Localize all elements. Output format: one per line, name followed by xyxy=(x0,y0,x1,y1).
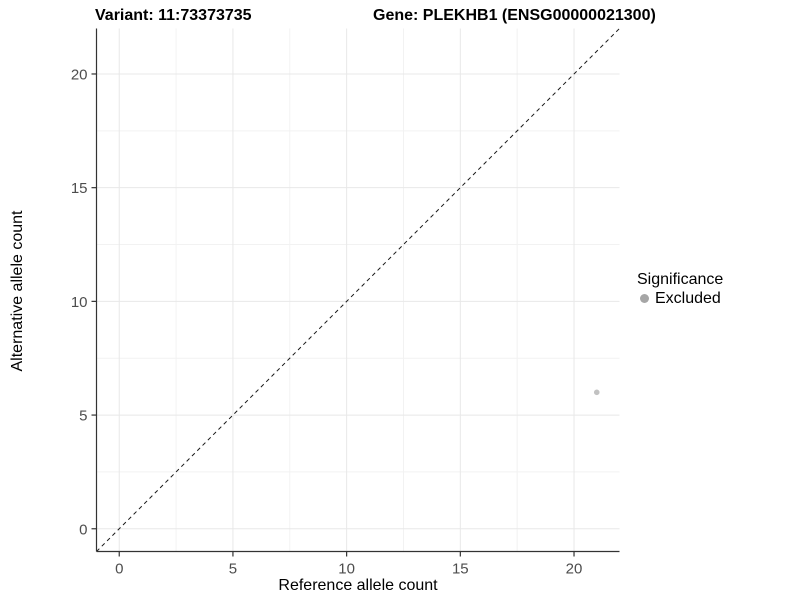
y-axis-title: Alternative allele count xyxy=(9,210,26,372)
y-tick-label: 0 xyxy=(79,521,87,538)
legend-item-excluded: Excluded xyxy=(637,290,723,307)
legend-title: Significance xyxy=(637,271,724,288)
minor-gridlines xyxy=(96,28,620,552)
gene-title: Gene: PLEKHB1 (ENSG00000021300) xyxy=(373,7,656,24)
legend: Significance Excluded xyxy=(637,270,723,307)
tick-labels: 0 5 10 15 20 0 5 10 15 20 xyxy=(71,66,583,577)
data-points xyxy=(593,389,600,396)
x-tick-label: 15 xyxy=(452,561,469,578)
variant-title: Variant: 11:73373735 xyxy=(95,7,252,24)
legend-item-label: Excluded xyxy=(655,290,721,307)
x-tick-label: 20 xyxy=(566,561,583,578)
legend-key-dot xyxy=(640,294,649,303)
y-tick-label: 15 xyxy=(71,180,88,197)
major-gridlines xyxy=(96,28,620,552)
y-tick-label: 5 xyxy=(79,408,87,425)
data-point xyxy=(593,389,600,396)
y-tick-label: 10 xyxy=(71,294,88,311)
axes xyxy=(91,28,620,557)
x-tick-label: 5 xyxy=(229,561,237,578)
x-axis-title: Reference allele count xyxy=(278,577,438,594)
x-tick-label: 0 xyxy=(115,561,123,578)
y-tick-label: 20 xyxy=(71,66,88,83)
identity-reference-line xyxy=(96,28,620,552)
x-tick-label: 10 xyxy=(338,561,355,578)
identity-line xyxy=(96,28,620,552)
